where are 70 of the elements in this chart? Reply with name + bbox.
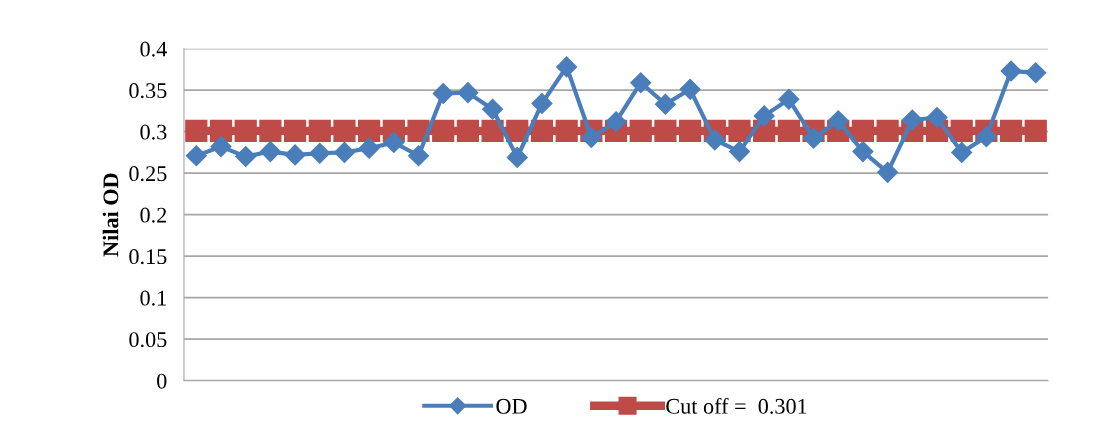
point xyxy=(482,98,504,120)
point xyxy=(556,56,578,78)
point xyxy=(728,141,750,163)
y-tick-label: 0 xyxy=(157,373,167,389)
y-tick-label: 0.25 xyxy=(129,166,167,182)
point xyxy=(580,126,602,148)
point xyxy=(851,119,875,142)
y-tick-label: 0.35 xyxy=(129,83,167,99)
point xyxy=(481,119,504,142)
point xyxy=(284,144,306,166)
point xyxy=(877,161,899,183)
point xyxy=(777,119,800,142)
point xyxy=(333,141,355,163)
point xyxy=(1000,60,1022,82)
point xyxy=(309,142,331,164)
point xyxy=(308,119,331,142)
point xyxy=(728,119,751,142)
legend-label: OD xyxy=(496,398,527,414)
point xyxy=(999,119,1023,142)
y-tick-label: 0.05 xyxy=(129,332,167,348)
point xyxy=(654,119,677,142)
point xyxy=(333,119,356,142)
point xyxy=(950,119,973,142)
y-tick-label: 0.3 xyxy=(140,124,167,140)
point xyxy=(234,119,257,142)
point xyxy=(605,111,627,133)
point xyxy=(383,131,405,153)
point xyxy=(432,82,454,104)
point xyxy=(457,82,479,104)
point xyxy=(209,119,233,142)
point xyxy=(235,146,257,168)
point xyxy=(679,78,701,100)
point xyxy=(358,119,381,142)
point xyxy=(678,119,702,142)
legend-label: Cut off = 0.301 xyxy=(666,397,807,414)
point xyxy=(654,93,676,115)
y-tick-label: 0.4 xyxy=(140,41,167,57)
point xyxy=(901,109,923,131)
point xyxy=(456,119,480,142)
point xyxy=(926,107,948,129)
point xyxy=(629,119,652,142)
point xyxy=(506,146,528,168)
point xyxy=(358,137,380,159)
point xyxy=(1025,62,1047,84)
point xyxy=(555,119,578,142)
point xyxy=(210,136,232,158)
point xyxy=(259,119,282,142)
point xyxy=(630,72,652,94)
y-tick-label: 0.1 xyxy=(140,290,166,306)
point xyxy=(531,92,553,114)
point xyxy=(753,105,775,127)
y-axis-title: Nilai OD xyxy=(102,173,119,257)
point xyxy=(432,119,455,142)
point xyxy=(408,145,430,167)
point xyxy=(951,141,973,163)
point xyxy=(704,129,726,151)
point xyxy=(1024,119,1047,142)
point xyxy=(530,119,554,142)
y-tick-label: 0.2 xyxy=(140,207,167,223)
point xyxy=(876,119,899,142)
y-tick-label: 0.15 xyxy=(129,249,167,265)
point xyxy=(778,88,800,110)
point xyxy=(185,119,208,142)
point xyxy=(803,127,825,149)
point xyxy=(259,141,281,163)
point xyxy=(975,126,997,148)
point xyxy=(185,145,207,167)
point xyxy=(283,119,307,142)
point xyxy=(852,141,874,163)
point xyxy=(827,110,849,132)
